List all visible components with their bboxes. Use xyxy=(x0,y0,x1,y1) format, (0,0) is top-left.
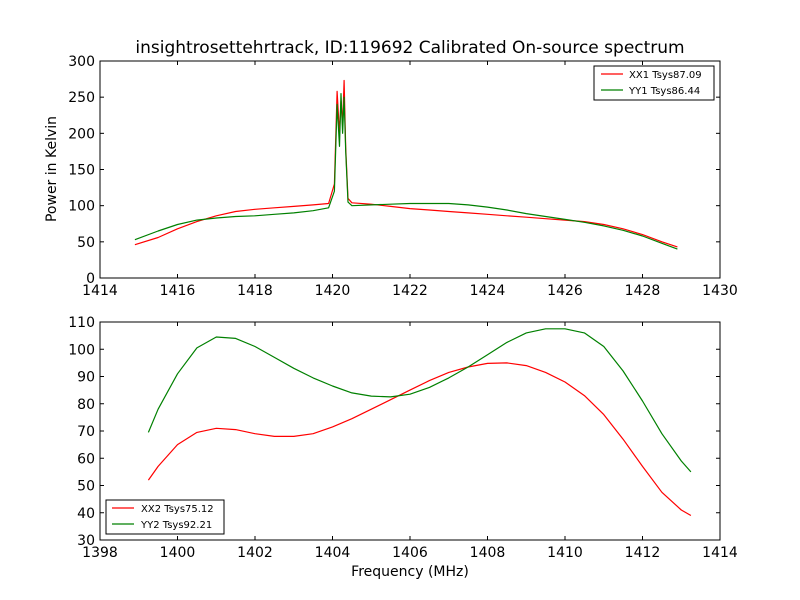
y-axis-label: Power in Kelvin xyxy=(44,116,60,222)
x-tick-label: 1422 xyxy=(392,283,428,299)
y-tick-label: 50 xyxy=(77,479,95,495)
bottom-chart: Frequency (MHz) 1398 1400 1402 1404 1406 1408… xyxy=(68,315,738,580)
legend-label-yy2: YY2 Tsys92.21 xyxy=(140,520,212,531)
y-tick-label: 250 xyxy=(68,90,95,106)
y-tick-label: 200 xyxy=(68,126,95,142)
legend-label-yy1: YY1 Tsys86.44 xyxy=(628,86,700,97)
x-tick-label: 1412 xyxy=(625,545,661,561)
y-tick-label: 70 xyxy=(77,424,95,440)
x-tick-label: 1428 xyxy=(625,283,661,299)
y-tick-label: 100 xyxy=(68,342,95,358)
y-tick-label: 100 xyxy=(68,199,95,215)
y-tick-label: 50 xyxy=(77,235,95,251)
legend-label-xx2: XX2 Tsys75.12 xyxy=(141,504,214,515)
x-tick-label: 1418 xyxy=(237,283,273,299)
y-tick-label: 300 xyxy=(68,54,95,70)
x-tick-label: 1404 xyxy=(315,545,351,561)
plot-area: 1414 1416 1418 1420 1422 1424 1426 1428 1430 0 50 1… xyxy=(68,54,738,299)
x-tick-label: 1430 xyxy=(702,283,738,299)
x-tick-label: 1402 xyxy=(237,545,273,561)
series-line-1 xyxy=(147,362,692,517)
y-tick-label: 60 xyxy=(77,451,95,467)
y-tick-label: 30 xyxy=(77,533,95,549)
x-tick-label: 1408 xyxy=(470,545,506,561)
y-tick-label: 150 xyxy=(68,163,95,179)
series-line-2 xyxy=(147,328,692,473)
y-tick-label: 40 xyxy=(77,506,95,522)
x-tick-label: 1414 xyxy=(702,545,738,561)
series-line-2 xyxy=(134,92,678,250)
legend: XX2 Tsys75.12 YY2 Tsys92.21 xyxy=(105,499,225,535)
legend-label-xx1: XX1 Tsys87.09 xyxy=(629,70,702,81)
top-chart: insightrosettehrtrack, ID:119692 Calibra… xyxy=(44,38,738,299)
legend: XX1 Tsys87.09 YY1 Tsys86.44 xyxy=(593,65,715,101)
plot-area: 1398 1400 1402 1404 1406 1408 1410 1412 1414 30 40… xyxy=(68,315,738,561)
x-tick-label: 1398 xyxy=(82,545,118,561)
x-tick-label: 1426 xyxy=(547,283,583,299)
x-tick-label: 1420 xyxy=(315,283,351,299)
x-tick-label: 1410 xyxy=(547,545,583,561)
y-tick-label: 90 xyxy=(77,370,95,386)
y-tick-label: 0 xyxy=(86,271,95,287)
x-tick-label: 1400 xyxy=(160,545,196,561)
y-tick-label: 80 xyxy=(77,397,95,413)
x-tick-label: 1414 xyxy=(82,283,118,299)
y-tick-label: 110 xyxy=(68,315,95,331)
legend-box xyxy=(593,65,715,101)
chart-title: insightrosettehrtrack, ID:119692 Calibra… xyxy=(135,38,684,58)
x-tick-label: 1424 xyxy=(470,283,506,299)
x-tick-label: 1406 xyxy=(392,545,428,561)
x-axis-label: Frequency (MHz) xyxy=(351,564,469,580)
x-tick-label: 1416 xyxy=(160,283,196,299)
legend-box xyxy=(105,499,225,535)
